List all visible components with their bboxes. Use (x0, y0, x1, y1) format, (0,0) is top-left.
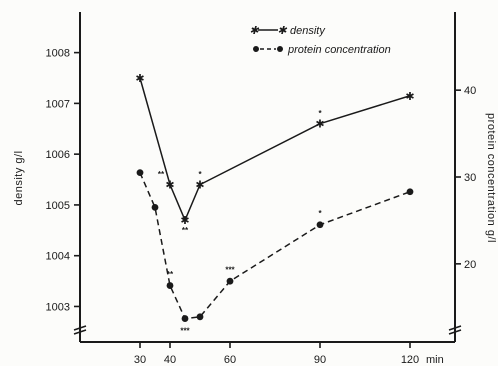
protein-concentration-line (139, 172, 411, 320)
legend-protein-marker-left (253, 46, 259, 52)
density-point: ✱ (135, 73, 144, 85)
protein-concentration-point (181, 315, 189, 322)
significance-mark: * (318, 109, 322, 118)
left-y-tick-label: 1004 (46, 251, 70, 263)
x-tick-label: 30 (134, 354, 146, 366)
left-axis-break (73, 325, 87, 335)
legend-density-marker-left: ✱ (249, 25, 259, 37)
significance-mark: * (198, 170, 202, 179)
legend: ✱ ✱ density protein concentration (249, 25, 390, 56)
right-y-tick-label: 40 (464, 85, 476, 97)
x-tick-label: 90 (314, 354, 326, 366)
legend-density-label: density (290, 25, 326, 37)
significance-mark: ** (167, 270, 174, 279)
significance-mark: *** (180, 326, 190, 335)
significance-mark: ** (158, 170, 165, 179)
significance-mark: * (318, 209, 322, 218)
density-point: ✱ (315, 119, 324, 131)
right-axis-break (448, 325, 462, 335)
left-axis-title: density g/l (13, 150, 25, 205)
legend-protein-label: protein concentration (287, 44, 391, 56)
left-y-tick-label: 1003 (46, 301, 70, 313)
legend-item-density: ✱ ✱ density (249, 25, 326, 37)
protein-concentration-point (196, 313, 204, 321)
left-y-tick-label: 1006 (46, 149, 70, 161)
left-y-tick-label: 1007 (46, 98, 70, 110)
x-tick-label: 60 (224, 354, 236, 366)
significance-mark: ** (182, 226, 189, 235)
right-y-tick-label: 30 (464, 172, 476, 184)
density-point: ✱ (405, 91, 414, 103)
legend-density-marker-right: ✱ (277, 25, 287, 37)
x-tick-label: 120 (401, 354, 419, 366)
left-y-tick-label: 1005 (46, 200, 70, 212)
significance-mark: *** (225, 266, 235, 275)
protein-concentration-point (136, 169, 144, 177)
x-tick-label: 40 (164, 354, 176, 366)
x-unit-label: min (426, 354, 444, 366)
legend-item-protein: protein concentration (253, 44, 391, 56)
density-point: ✱ (165, 180, 174, 192)
protein-concentration-point (226, 277, 234, 285)
protein-concentration-point (316, 221, 324, 229)
density-line (139, 77, 411, 223)
right-y-tick-label: 20 (464, 259, 476, 271)
protein-concentration-point (166, 282, 174, 289)
right-axis-title: protein concentration g/l (485, 113, 497, 243)
legend-protein-marker-right (277, 46, 283, 52)
left-y-tick-label: 1008 (46, 48, 70, 60)
density-point: ✱ (195, 180, 204, 192)
protein-concentration-point (406, 188, 414, 196)
protein-concentration-point (151, 203, 159, 211)
density-point: ✱ (180, 215, 189, 227)
